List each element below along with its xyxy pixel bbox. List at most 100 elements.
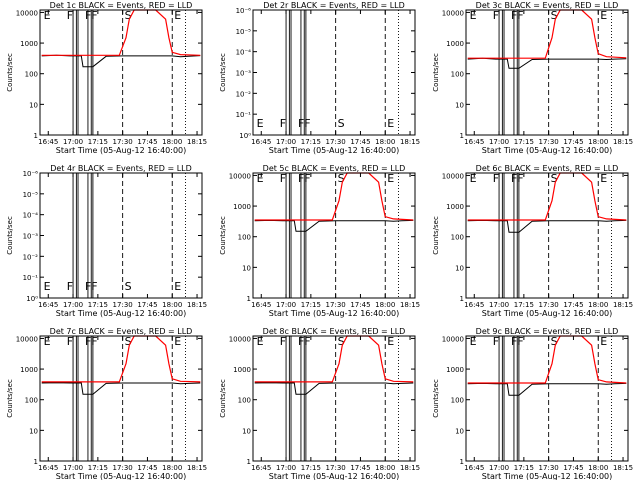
x-tick-label: 17:15 <box>88 138 108 146</box>
event-mark-s: S <box>125 335 132 348</box>
series-events-black <box>467 57 627 69</box>
event-mark-ff: FF <box>298 172 311 185</box>
y-tick-label: 10⁻¹ <box>236 111 252 119</box>
event-mark-ff: FF <box>511 335 524 348</box>
series-events-black <box>41 382 201 395</box>
x-tick-label: 18:15 <box>613 301 633 309</box>
x-tick-label: 18:00 <box>375 301 395 309</box>
y-tick-label: 100 <box>451 397 464 405</box>
event-mark-e: E <box>174 9 181 22</box>
y-tick-label: 1000 <box>20 366 38 374</box>
x-tick-label: 17:45 <box>350 301 370 309</box>
plot-frame <box>39 335 203 462</box>
event-mark-s: S <box>551 335 558 348</box>
y-tick-label: 1 <box>460 132 464 140</box>
x-tick-label: 17:15 <box>514 464 534 472</box>
series-events-black <box>254 382 414 395</box>
event-mark-f: F <box>493 335 499 348</box>
event-mark-e: E <box>600 335 607 348</box>
x-tick-label: 18:00 <box>375 464 395 472</box>
plot-frame <box>252 335 416 462</box>
event-mark-e: E <box>44 280 51 293</box>
y-tick-label: 10⁻³ <box>23 233 39 241</box>
series-events-black <box>467 219 627 233</box>
series-events-black <box>254 219 414 232</box>
y-tick-label: 100 <box>238 397 251 405</box>
x-tick-label: 17:30 <box>113 138 133 146</box>
y-tick-label: 10 <box>29 427 38 435</box>
y-tick-label: 10⁰ <box>239 132 251 140</box>
y-tick-label: 10000 <box>442 172 464 180</box>
y-tick-label: 1000 <box>446 366 464 374</box>
x-tick-label: 17:15 <box>88 301 108 309</box>
x-tick-label: 18:15 <box>187 464 207 472</box>
y-tick-label: 100 <box>451 234 464 242</box>
y-tick-label: 10⁻² <box>236 90 252 98</box>
x-tick-label: 17:45 <box>137 138 157 146</box>
x-tick-label: 17:30 <box>539 138 559 146</box>
event-mark-ff: FF <box>298 117 311 130</box>
event-mark-s: S <box>125 280 132 293</box>
event-mark-s: S <box>338 335 345 348</box>
y-tick-label: 10⁻² <box>23 253 39 261</box>
event-mark-e: E <box>600 9 607 22</box>
event-mark-ff: FF <box>85 280 98 293</box>
x-axis-label: Start Time (05-Aug-12 16:40:00) <box>56 309 187 318</box>
panel-title: Det 2r BLACK = Events, RED = LLD <box>263 1 405 10</box>
y-tick-label: 1000 <box>233 203 251 211</box>
x-tick-label: 17:00 <box>489 301 509 309</box>
plot-frame <box>39 9 203 136</box>
x-tick-label: 17:30 <box>326 138 346 146</box>
x-tick-label: 16:45 <box>38 138 58 146</box>
y-tick-label: 10000 <box>442 9 464 17</box>
y-tick-label: 10 <box>455 264 464 272</box>
x-tick-label: 17:15 <box>301 301 321 309</box>
event-mark-e: E <box>174 335 181 348</box>
y-tick-label: 10000 <box>16 9 38 17</box>
x-tick-label: 18:15 <box>400 464 420 472</box>
x-tick-label: 16:45 <box>38 301 58 309</box>
x-tick-label: 17:45 <box>563 301 583 309</box>
event-mark-ff: FF <box>511 9 524 22</box>
y-axis-label: Counts/sec <box>6 379 14 418</box>
x-tick-label: 17:45 <box>137 301 157 309</box>
panel-title: Det 1c BLACK = Events, RED = LLD <box>50 1 193 10</box>
panel-title: Det 6c BLACK = Events, RED = LLD <box>476 164 619 173</box>
x-tick-label: 17:00 <box>63 138 83 146</box>
event-mark-f: F <box>280 335 286 348</box>
x-tick-label: 18:15 <box>400 301 420 309</box>
x-axis-label: Start Time (05-Aug-12 16:40:00) <box>269 472 400 480</box>
x-tick-label: 17:30 <box>539 464 559 472</box>
x-axis-label: Start Time (05-Aug-12 16:40:00) <box>482 309 613 318</box>
x-tick-label: 18:15 <box>187 301 207 309</box>
y-tick-label: 10⁻⁴ <box>23 212 39 220</box>
y-tick-label: 10 <box>455 101 464 109</box>
x-tick-label: 18:15 <box>400 138 420 146</box>
event-mark-e: E <box>470 9 477 22</box>
x-axis-label: Start Time (05-Aug-12 16:40:00) <box>56 146 187 155</box>
event-mark-e: E <box>387 172 394 185</box>
event-mark-e: E <box>257 117 264 130</box>
x-tick-label: 18:00 <box>588 138 608 146</box>
x-tick-label: 17:30 <box>326 464 346 472</box>
y-tick-label: 10000 <box>229 335 251 343</box>
y-tick-label: 10⁰ <box>26 295 38 303</box>
panel-title: Det 7c BLACK = Events, RED = LLD <box>50 327 193 336</box>
y-tick-label: 10⁻¹ <box>23 274 39 282</box>
event-mark-e: E <box>174 280 181 293</box>
event-mark-e: E <box>44 335 51 348</box>
x-tick-label: 16:45 <box>464 464 484 472</box>
x-tick-label: 16:45 <box>251 464 271 472</box>
y-tick-label: 10000 <box>16 335 38 343</box>
panel-title: Det 4r BLACK = Events, RED = LLD <box>50 164 192 173</box>
x-tick-label: 17:45 <box>563 464 583 472</box>
x-tick-label: 17:00 <box>489 138 509 146</box>
x-tick-label: 17:00 <box>276 138 296 146</box>
y-tick-label: 100 <box>238 234 251 242</box>
